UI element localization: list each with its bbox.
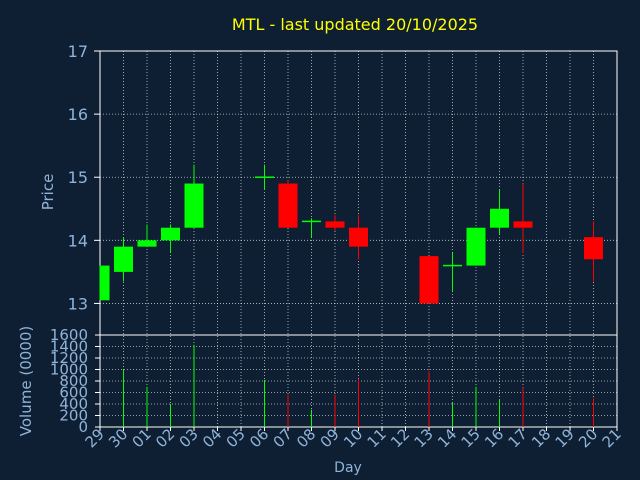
candle-body (490, 208, 509, 228)
price-tick-label: 16 (68, 105, 88, 124)
volume-tick-label: 600 (59, 384, 88, 402)
candle-body (100, 265, 110, 301)
candle-body (349, 227, 368, 247)
candle-body (255, 176, 274, 178)
candle-body (584, 237, 603, 260)
candle-body (325, 221, 345, 228)
candle-body (114, 246, 133, 272)
candle-body (184, 183, 204, 228)
candle-body (466, 227, 486, 266)
chart-title: MTL - last updated 20/10/2025 (232, 15, 478, 34)
price-tick-label: 14 (68, 231, 88, 250)
candle-body (278, 183, 298, 228)
candle-body (513, 221, 533, 228)
candle-body (137, 240, 157, 247)
candle-body (419, 256, 439, 304)
volume-tick-label: 800 (59, 372, 88, 390)
price-tick-label: 17 (68, 42, 88, 61)
volume-tick-label: 1600 (50, 326, 88, 344)
candle-body (302, 220, 321, 223)
candle-body (443, 264, 462, 267)
volume-axis-label: Volume (0000) (17, 326, 35, 436)
volume-tick-label: 400 (59, 395, 88, 413)
volume-tick-label: 0 (78, 418, 88, 436)
price-tick-label: 15 (68, 168, 88, 187)
volume-tick-label: 1200 (50, 349, 88, 367)
candle-body (161, 227, 180, 241)
x-axis-label: Day (334, 460, 362, 476)
volume-tick-label: 1000 (50, 361, 88, 379)
volume-tick-label: 200 (59, 407, 88, 425)
volume-tick-label: 1400 (50, 338, 88, 356)
price-axis-label: Price (39, 174, 57, 211)
price-tick-label: 13 (68, 294, 88, 313)
